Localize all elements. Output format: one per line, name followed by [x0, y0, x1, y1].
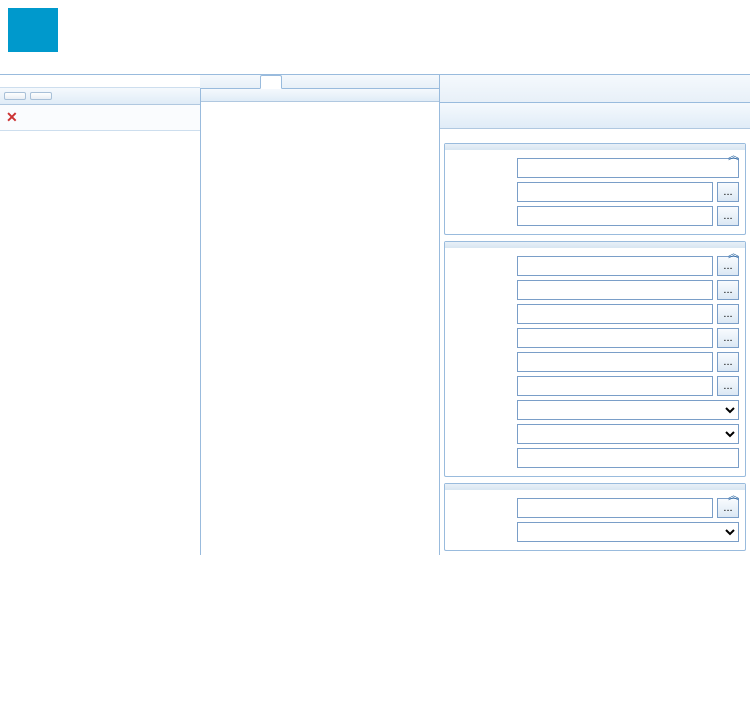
- tabs: [200, 75, 439, 89]
- promo-header: [0, 0, 750, 74]
- material-input[interactable]: [517, 498, 713, 518]
- hide-button[interactable]: [247, 93, 255, 97]
- add-component-menu[interactable]: [207, 93, 215, 97]
- tab-param-list[interactable]: [240, 75, 260, 88]
- record-button[interactable]: [4, 92, 26, 100]
- badge-number: [8, 8, 58, 52]
- chevron-up-icon: ︽: [728, 147, 739, 163]
- ypos-input[interactable]: [517, 352, 713, 372]
- ypos-browse-button[interactable]: ...: [717, 352, 739, 372]
- delete-button[interactable]: [237, 93, 245, 97]
- section-material: ︽ ...: [444, 483, 746, 551]
- zsize-browse-button[interactable]: ...: [717, 304, 739, 324]
- zsize-input[interactable]: [517, 304, 713, 324]
- edit-menu[interactable]: [227, 93, 235, 97]
- left-pane: ✕: [0, 75, 200, 555]
- right-pane: ︽ ... ... ︽ ... ... ... ... ... ... ︽: [440, 75, 750, 555]
- chevron-up-icon: ︽: [728, 487, 739, 503]
- tab-component-list[interactable]: [260, 75, 282, 89]
- section-basic: ︽ ... ...: [444, 143, 746, 235]
- section-material-head[interactable]: ︽: [445, 484, 745, 490]
- middle-pane: [200, 75, 440, 555]
- catalog-label: [0, 75, 200, 88]
- section-basic-head[interactable]: ︽: [445, 144, 745, 150]
- zpos-input[interactable]: [517, 376, 713, 396]
- tab-param-wizard[interactable]: [220, 75, 240, 88]
- xpos-browse-button[interactable]: ...: [717, 328, 739, 348]
- ysize-browse-button[interactable]: ...: [717, 280, 739, 300]
- cond-browse-button[interactable]: ...: [717, 182, 739, 202]
- tab-batch-edit[interactable]: [282, 75, 439, 88]
- right-tab-spacer: [440, 75, 750, 103]
- dir-select[interactable]: [517, 400, 739, 420]
- texture-dir-select[interactable]: [517, 522, 739, 542]
- section-size: ︽ ... ... ... ... ... ...: [444, 241, 746, 477]
- close-icon[interactable]: ✕: [6, 109, 18, 126]
- component-tree[interactable]: [201, 102, 439, 110]
- zpos-browse-button[interactable]: ...: [717, 376, 739, 396]
- scheme-menu[interactable]: [217, 93, 225, 97]
- right-toolbar-spacer: [440, 103, 750, 129]
- xpos-input[interactable]: [517, 328, 713, 348]
- style-browse-button[interactable]: ...: [717, 206, 739, 226]
- chevron-up-icon: ︽: [728, 245, 739, 261]
- batch-edit-button[interactable]: [30, 92, 52, 100]
- angle-input[interactable]: [517, 448, 739, 468]
- tab-basic-props[interactable]: [200, 75, 220, 88]
- show-all-button[interactable]: [267, 93, 275, 97]
- app-window: ✕ ︽ ...: [0, 74, 750, 555]
- style-input[interactable]: [517, 206, 713, 226]
- cond-input[interactable]: [517, 182, 713, 202]
- ysize-input[interactable]: [517, 280, 713, 300]
- section-size-head[interactable]: ︽: [445, 242, 745, 248]
- axis-select[interactable]: [517, 424, 739, 444]
- show-button[interactable]: [257, 93, 265, 97]
- xsize-input[interactable]: [517, 256, 713, 276]
- mid-toolbar: [201, 89, 439, 102]
- left-toolbar: [0, 88, 200, 105]
- model-list-header: ✕: [0, 105, 200, 131]
- property-panel-title: [440, 129, 750, 141]
- name-input[interactable]: [517, 158, 739, 178]
